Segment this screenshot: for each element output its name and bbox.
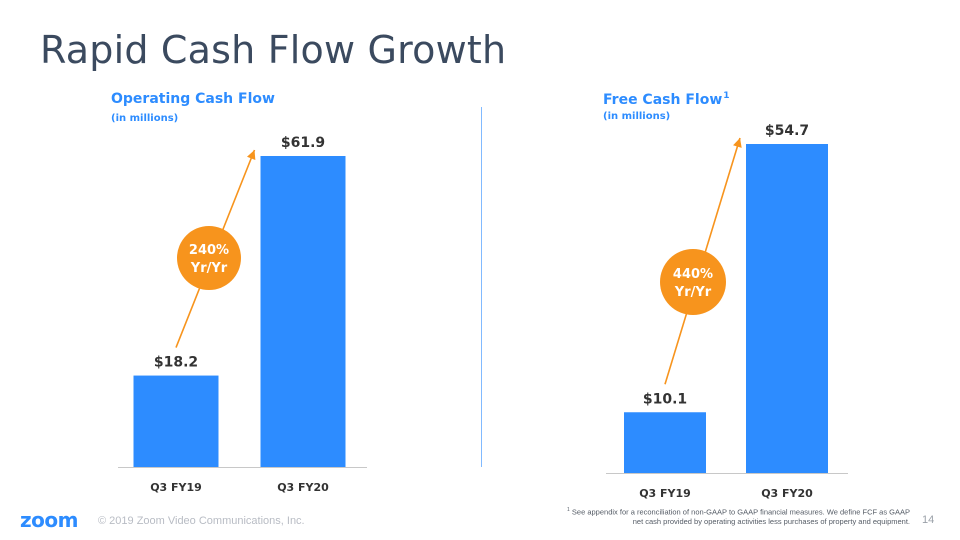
fcf-growth-arrow-head (733, 138, 742, 148)
ocf-chart-title-text: Operating Cash Flow (111, 91, 275, 107)
ocf-chart-title: Operating Cash Flow (111, 91, 275, 107)
fcf-growth-label-1: 440% (673, 267, 713, 282)
ocf-value-label-2: $61.9 (281, 135, 325, 151)
fcf-category-label-2: Q3 FY20 (761, 487, 813, 500)
ocf-category-label-1: Q3 FY19 (150, 481, 202, 494)
fcf-growth-badge (660, 249, 726, 315)
fcf-footnote-marker: 1 (723, 91, 730, 101)
ocf-growth-arrow-head (246, 150, 256, 161)
ocf-chart-subtitle: (in millions) (111, 113, 179, 124)
footnote-marker: 1 (567, 507, 570, 513)
copyright-text: © 2019 Zoom Video Communications, Inc. (98, 515, 305, 527)
ocf-bar-1 (133, 375, 219, 467)
ocf-growth-label-2: Yr/Yr (190, 261, 228, 276)
ocf-value-label-1: $18.2 (154, 355, 198, 371)
ocf-growth-badge (177, 226, 241, 290)
fcf-category-label-1: Q3 FY19 (639, 487, 691, 500)
slide-title: Rapid Cash Flow Growth (40, 28, 507, 72)
fcf-bar-2 (746, 144, 828, 473)
chart-divider (481, 107, 482, 467)
fcf-bar-1 (624, 412, 706, 473)
fcf-value-label-1: $10.1 (643, 391, 687, 407)
ocf-category-label-2: Q3 FY20 (277, 481, 329, 494)
fcf-chart-title-text: Free Cash Flow (603, 92, 723, 108)
footnote: 1 See appendix for a reconciliation of n… (560, 506, 910, 527)
ocf-growth-label-1: 240% (189, 243, 229, 258)
ocf-bar-2 (260, 156, 346, 467)
footnote-text: See appendix for a reconciliation of non… (571, 507, 910, 527)
zoom-logo: zoom (20, 508, 78, 532)
page-number: 14 (922, 514, 935, 526)
fcf-chart-title: Free Cash Flow1 (603, 91, 730, 108)
fcf-chart-subtitle: (in millions) (603, 111, 671, 122)
fcf-value-label-2: $54.7 (765, 123, 809, 139)
fcf-growth-label-2: Yr/Yr (674, 285, 712, 300)
